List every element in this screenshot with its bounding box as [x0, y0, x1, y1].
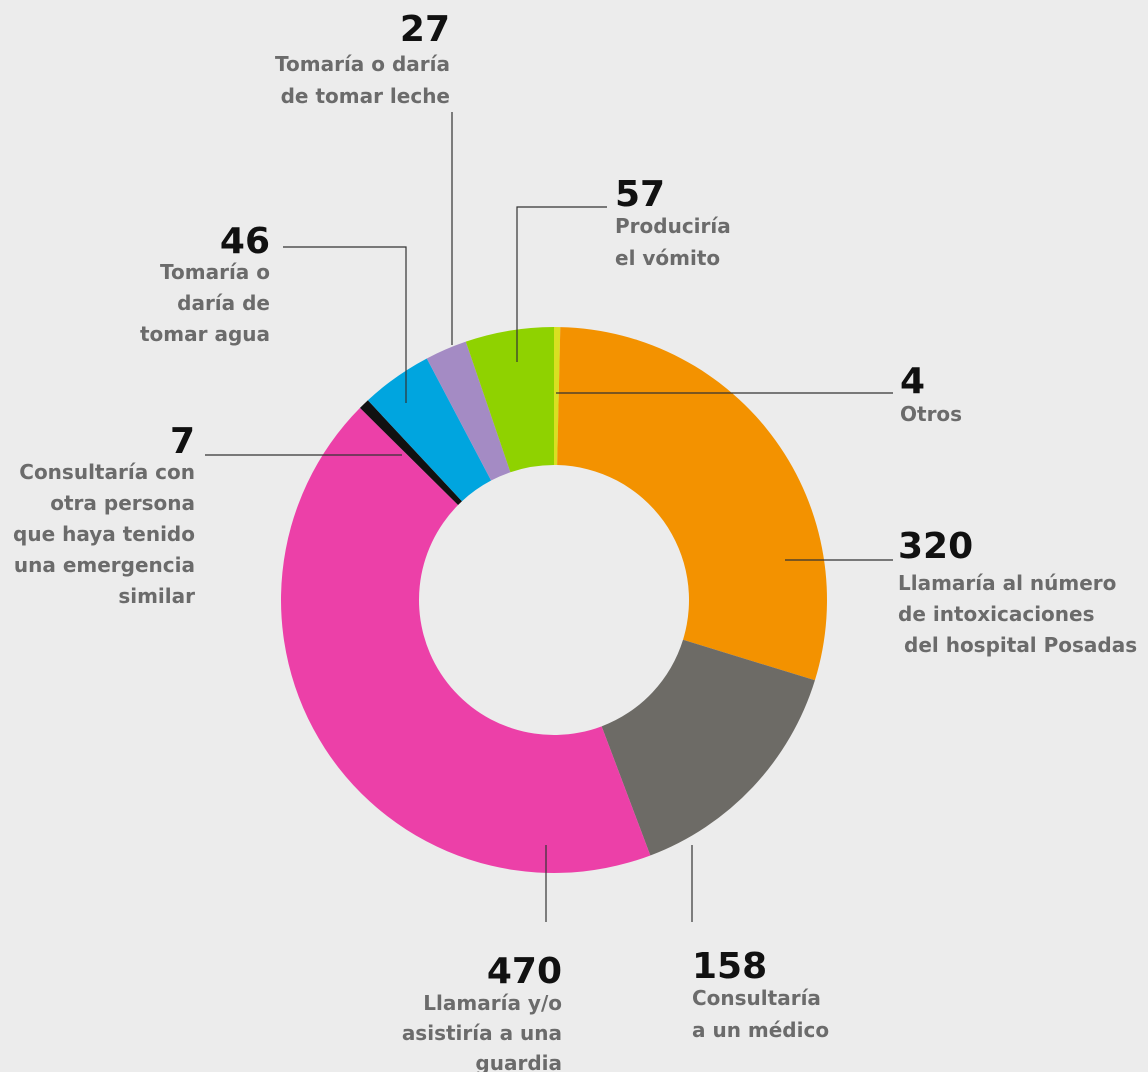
value-label: 7 — [170, 421, 195, 462]
donut-slice — [426, 341, 511, 481]
category-label: Tomaría o — [160, 260, 270, 284]
leader-line — [516, 206, 607, 362]
donut-slice — [465, 327, 554, 473]
donut-slice — [557, 327, 828, 681]
value-label: 320 — [898, 526, 973, 567]
category-label: del hospital Posadas — [904, 633, 1137, 657]
category-label: guardia — [475, 1051, 562, 1072]
category-label: de intoxicaciones — [898, 602, 1095, 626]
donut-slice — [601, 639, 815, 856]
value-label: 470 — [487, 951, 562, 992]
category-label: similar — [118, 584, 195, 608]
category-label: Otros — [900, 402, 962, 426]
category-label: Consultaría — [692, 986, 821, 1010]
value-label: 46 — [220, 221, 270, 262]
category-label: Produciría — [615, 214, 731, 238]
category-label: tomar agua — [140, 322, 270, 346]
category-label: Consultaría con — [19, 460, 195, 484]
category-label: de tomar leche — [281, 84, 450, 108]
category-label: una emergencia — [14, 553, 195, 577]
donut-slice — [280, 407, 651, 873]
donut-slice — [359, 400, 462, 506]
category-label: asistiría a una — [402, 1021, 562, 1045]
category-label: daría de — [177, 291, 270, 315]
value-label: 4 — [900, 361, 925, 402]
category-label: que haya tenido — [13, 522, 195, 546]
category-label: otra persona — [50, 491, 195, 515]
category-label: a un médico — [692, 1018, 829, 1042]
category-label: Llamaría y/o — [423, 991, 562, 1015]
donut-slice — [367, 358, 492, 502]
category-label: Tomaría o daría — [275, 52, 450, 76]
value-label: 27 — [400, 9, 450, 50]
category-label: el vómito — [615, 246, 720, 270]
donut-slice — [554, 327, 561, 466]
value-label: 158 — [692, 946, 767, 987]
category-label: Llamaría al número — [898, 571, 1116, 595]
value-label: 57 — [615, 174, 665, 215]
leader-line — [283, 246, 407, 403]
